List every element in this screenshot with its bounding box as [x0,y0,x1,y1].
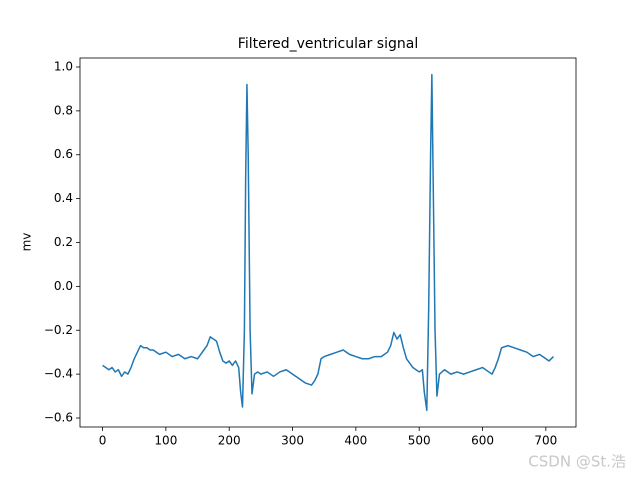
signal-line [102,73,554,412]
y-tick-label: −0.6 [44,411,73,425]
y-tick-label: −0.2 [44,323,73,337]
plot-frame [79,57,577,428]
x-tick-label: 600 [471,434,494,448]
x-tick-label: 300 [281,434,304,448]
y-tick-label: 0.6 [54,147,73,161]
watermark: CSDN @St.浩 [528,453,626,471]
x-tick-label: 0 [99,434,107,448]
y-tick-label: 0.8 [54,103,73,117]
y-tick-label: 1.0 [54,59,73,73]
x-tick-label: 200 [218,434,241,448]
x-tick-label: 700 [534,434,557,448]
x-tick-label: 500 [408,434,431,448]
chart-title: Filtered_ventricular signal [238,36,418,52]
y-tick-label: 0.0 [54,279,73,293]
x-tick-label: 400 [344,434,367,448]
y-tick-label: 0.4 [54,191,73,205]
x-tick-label: 100 [154,434,177,448]
y-tick-label: −0.4 [44,367,73,381]
y-tick-label: 0.2 [54,235,73,249]
y-axis-label: mv [20,233,34,252]
